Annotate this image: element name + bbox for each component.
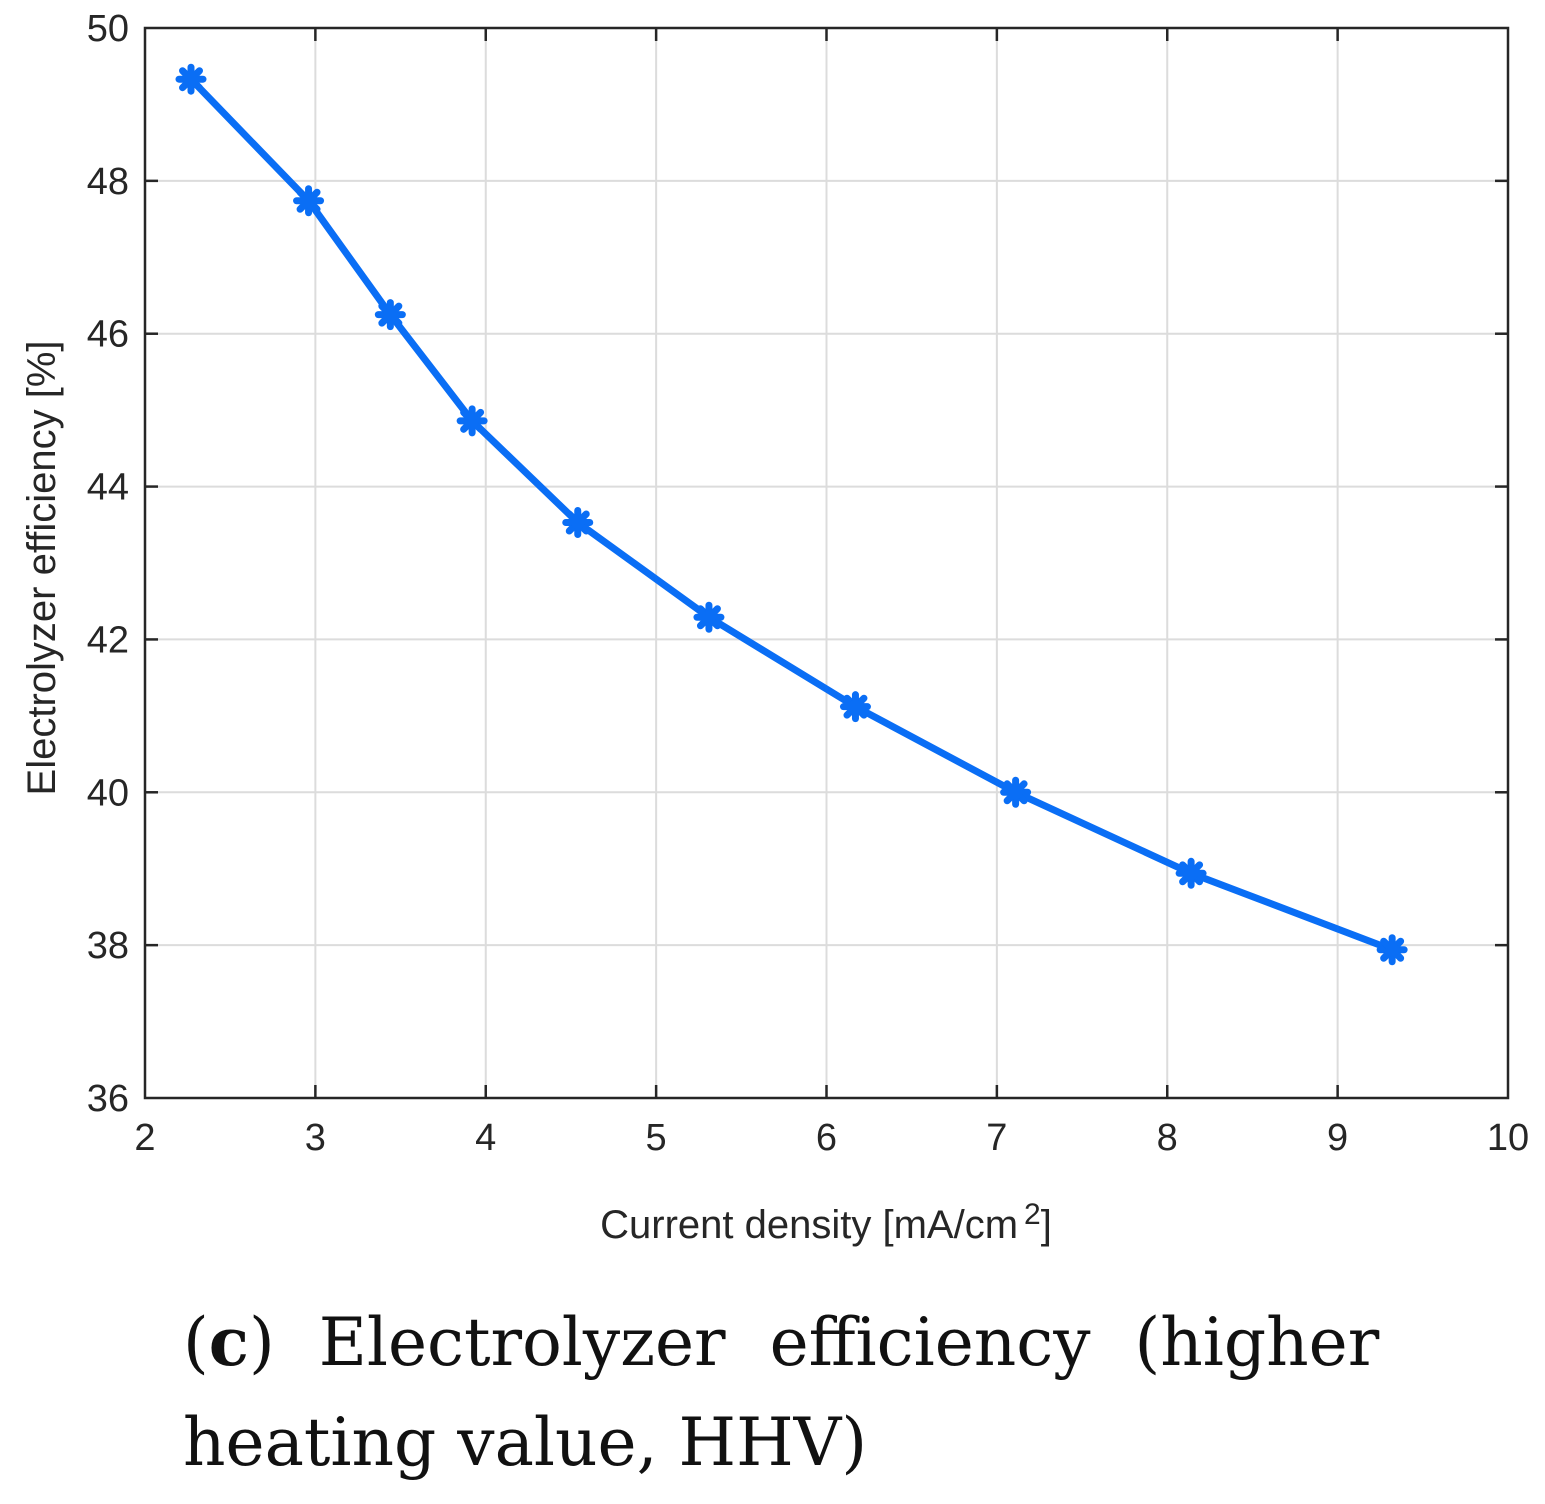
axis-ticks: [145, 28, 1508, 1098]
x-tick-label: 6: [816, 1117, 837, 1159]
series-line: [187, 75, 1396, 954]
x-tick-label: 8: [1157, 1117, 1178, 1159]
data-point-marker: [562, 506, 594, 538]
data-point-marker: [693, 601, 725, 633]
caption-word: Electrolyzer: [318, 1304, 726, 1381]
x-tick-label: 3: [305, 1117, 326, 1159]
data-point-marker: [1175, 857, 1207, 889]
x-tick-label: 9: [1327, 1117, 1348, 1159]
y-tick-label: 50: [87, 8, 129, 50]
data-point-marker: [1376, 934, 1408, 966]
data-series: [175, 63, 1408, 966]
y-axis-title: Electrolyzer efficiency [%]: [20, 341, 64, 796]
y-tick-label: 38: [87, 925, 129, 967]
caption-word: (higher: [1134, 1304, 1380, 1381]
grid-lines: [145, 28, 1508, 1098]
y-tick-label: 40: [87, 772, 129, 814]
caption-word: efficiency: [769, 1304, 1091, 1381]
x-tick-label: 10: [1487, 1117, 1529, 1159]
figure-caption: (c) Electrolyzer efficiency (higher heating…: [183, 1292, 1383, 1493]
x-tick-label: 4: [475, 1117, 496, 1159]
y-tick-label: 36: [87, 1078, 129, 1120]
data-point-marker: [293, 185, 325, 217]
x-tick-label: 5: [646, 1117, 667, 1159]
y-tick-labels: 36 38 40 42 44 46 48 50: [87, 8, 129, 1120]
y-tick-label: 46: [87, 314, 129, 356]
y-tick-label: 44: [87, 467, 129, 509]
data-point-marker: [374, 299, 406, 331]
y-tick-label: 42: [87, 619, 129, 661]
data-point-marker: [456, 405, 488, 437]
x-tick-labels: 2 3 4 5 6 7 8 9 10: [134, 1117, 1529, 1159]
line-chart: 2 3 4 5 6 7 8 9 10 36 38 40 42 44 46 48 50 Current dens…: [20, 8, 1529, 1247]
data-point-marker: [175, 63, 207, 95]
caption-line-1: (c) Electrolyzer efficiency (higher: [183, 1292, 1383, 1393]
data-point-marker: [839, 691, 871, 723]
y-tick-label: 48: [87, 161, 129, 203]
caption-tag: (c): [183, 1303, 275, 1381]
data-point-marker: [1000, 776, 1032, 808]
x-tick-label: 7: [986, 1117, 1007, 1159]
caption-line-2: heating value, HHV): [183, 1404, 868, 1481]
x-tick-label: 2: [134, 1117, 155, 1159]
x-axis-title: Current density [mA/cm 2]: [600, 1198, 1052, 1247]
